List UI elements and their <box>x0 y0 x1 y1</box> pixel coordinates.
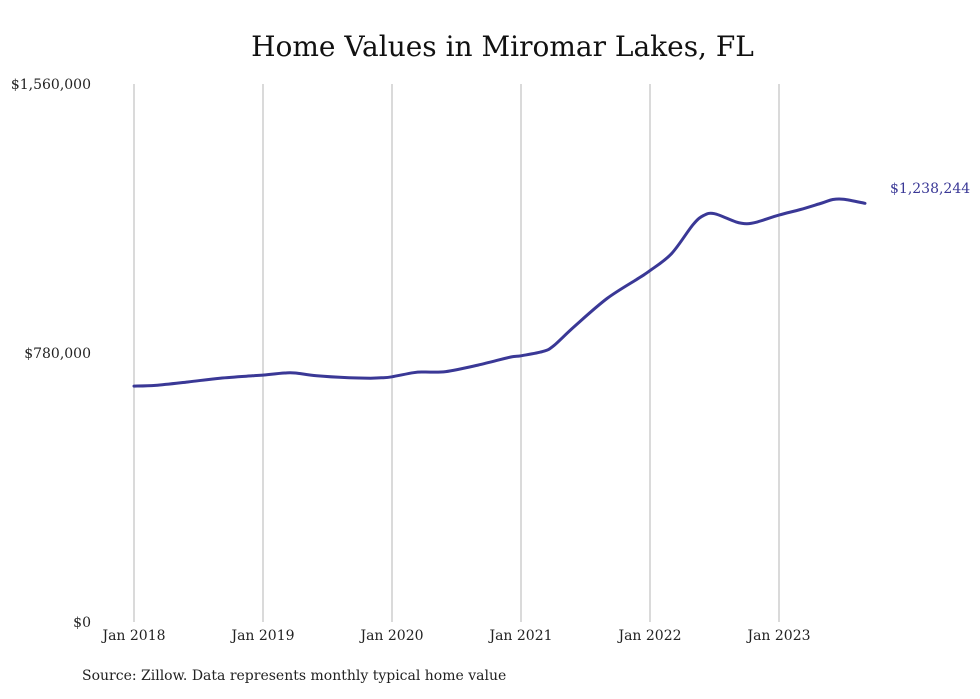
home-value-line <box>132 197 867 388</box>
y-tick-label: $780,000 <box>24 346 91 362</box>
x-tick-label: Jan 2018 <box>100 628 165 644</box>
x-tick-label: Jan 2022 <box>616 628 681 644</box>
x-tick-label: Jan 2020 <box>358 628 423 644</box>
x-tick-label: Jan 2021 <box>487 628 552 644</box>
end-value-label: $1,238,244 <box>890 181 970 197</box>
y-tick-label: $1,560,000 <box>11 77 91 93</box>
y-tick-label: $0 <box>73 615 91 631</box>
x-tick-label: Jan 2023 <box>745 628 810 644</box>
y-axis-ticks: $0 $780,000 $1,560,000 <box>11 77 91 631</box>
x-tick-label: Jan 2019 <box>229 628 294 644</box>
x-axis-ticks: Jan 2018 Jan 2019 Jan 2020 Jan 2021 Jan 2022… <box>100 628 810 644</box>
grid-lines <box>133 84 780 622</box>
chart-title: Home Values in Miromar Lakes, FL <box>251 30 754 63</box>
source-note: Source: Zillow. Data represents monthly … <box>82 668 507 684</box>
